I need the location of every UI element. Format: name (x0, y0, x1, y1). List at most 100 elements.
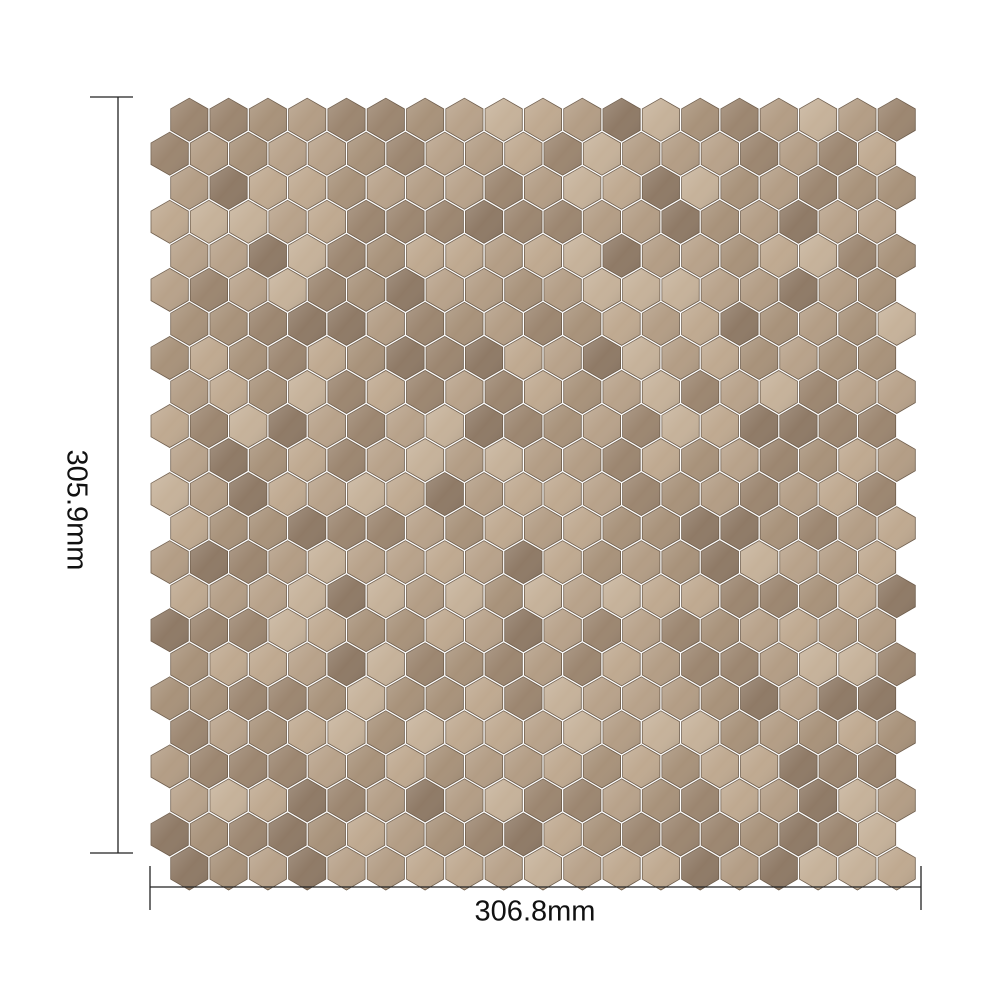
hexagon-tile-sheen (681, 847, 719, 890)
hexagon-tile-sheen (544, 608, 582, 652)
hexagon-tile-sheen (327, 370, 366, 414)
hexagon-tile-sheen (268, 268, 307, 312)
hexagon-tile-sheen (779, 200, 818, 244)
hexagon-tile-sheen (308, 608, 346, 652)
hexagon-tile-sheen (504, 200, 542, 244)
hexagon-tile-sheen (485, 234, 523, 278)
hexagon-tile-sheen (563, 847, 601, 890)
hexagon-tile-sheen (603, 778, 641, 822)
hexagon-tile-sheen (170, 438, 208, 482)
hexagon-tile-sheen (327, 778, 366, 822)
hexagon-tile-sheen (603, 574, 641, 618)
hexagon-tile-sheen (170, 302, 208, 346)
hexagon-tile-sheen (445, 234, 483, 278)
hexagon-tile-sheen (445, 642, 483, 686)
hexagon-tile-sheen (367, 166, 405, 210)
hexagon-tile-sheen (465, 813, 503, 856)
hexagon-tile-sheen (701, 608, 739, 652)
hexagon-tile-sheen (347, 132, 385, 176)
hexagon-tile-sheen (563, 98, 601, 142)
hexagon-tile-sheen (426, 813, 464, 856)
hexagon-tile-sheen (878, 710, 916, 754)
hexagon-tile-sheen (308, 200, 346, 244)
hexagon-tile-sheen (151, 744, 189, 788)
hexagon-tile-sheen (445, 847, 483, 890)
hexagon-tile-sheen (386, 200, 425, 244)
hexagon-tile-sheen (740, 268, 778, 312)
hexagon-tile-sheen (740, 744, 778, 788)
hexagon-tile-sheen (347, 336, 385, 380)
hexagon-tile-sheen (740, 540, 778, 584)
hexagon-tile-sheen (838, 302, 876, 346)
hexagon-tile-sheen (760, 166, 798, 210)
height-dimension-label: 305.9mm (60, 449, 93, 571)
hexagon-tile-sheen (760, 438, 798, 482)
hexagon-tile-sheen (661, 744, 700, 788)
hexagon-tile-sheen (504, 744, 542, 788)
hexagon-tile-sheen (426, 268, 464, 312)
hexagon-tile-sheen (190, 268, 228, 312)
hexagon-tile-sheen (288, 847, 326, 890)
hexagon-tile-sheen (838, 166, 876, 210)
hexagon-tile-sheen (249, 98, 287, 142)
hexagon-tile-sheen (878, 234, 916, 278)
hexagon-tile-sheen (858, 132, 896, 176)
hexagon-tile-sheen (544, 268, 582, 312)
hexagon-tile-sheen (504, 540, 542, 584)
hexagon-tile-sheen (386, 540, 425, 584)
hexagon-tile-sheen (622, 744, 660, 788)
hexagon-tile-sheen (563, 438, 601, 482)
hexagon-tile-sheen (367, 574, 405, 618)
hexagon-tile-sheen (524, 370, 562, 414)
hexagon-tile-sheen (445, 302, 483, 346)
hexagon-tile-sheen (268, 608, 307, 652)
hexagon-tile-sheen (622, 200, 660, 244)
hexagon-tile-sheen (347, 608, 385, 652)
hexagon-tile-sheen (426, 676, 464, 720)
hexagon-tile-sheen (327, 438, 366, 482)
hexagon-tile-sheen (740, 200, 778, 244)
hexagon-tile-sheen (426, 200, 464, 244)
hexagon-tile-sheen (701, 813, 739, 856)
hexagon-tile-sheen (524, 574, 562, 618)
hexagon-tile-sheen (249, 166, 287, 210)
hexagon-tile-sheen (229, 744, 267, 788)
hexagon-tile-sheen (367, 302, 405, 346)
hexagon-tile-sheen (426, 404, 464, 448)
hexagon-tile-sheen (151, 336, 189, 380)
hexagon-tile-sheen (583, 472, 621, 516)
hexagon-tile-sheen (603, 710, 641, 754)
hexagon-tile-sheen (151, 472, 189, 516)
hexagon-tile-sheen (878, 778, 916, 822)
hexagon-tile-sheen (210, 778, 248, 822)
hexagon-tile-sheen (838, 710, 876, 754)
hexagon-tile-sheen (229, 540, 267, 584)
hexagon-tile-sheen (524, 166, 562, 210)
hexagon-tile-sheen (347, 404, 385, 448)
hexagon-tile-sheen (308, 268, 346, 312)
height-dimension-line (90, 96, 133, 854)
hexagon-tile-sheen (544, 744, 582, 788)
hexagon-tile-sheen (642, 438, 680, 482)
hexagon-tile-sheen (524, 642, 562, 686)
hexagon-tile-sheen (720, 234, 759, 278)
hexagon-tile-sheen (406, 847, 444, 890)
hexagon-tile-sheen (406, 778, 444, 822)
hexagon-tile-sheen (249, 302, 287, 346)
hexagon-tile-sheen (406, 438, 444, 482)
hexagon-tile-sheen (151, 404, 189, 448)
hexagon-tile-sheen (544, 472, 582, 516)
hexagon-tile-sheen (308, 404, 346, 448)
hexagon-tile-sheen (504, 404, 542, 448)
hexagon-tile-sheen (406, 234, 444, 278)
hexagon-tile-sheen (779, 132, 818, 176)
hexagon-tile-sheen (563, 506, 601, 550)
hexagon-tile-sheen (386, 813, 425, 856)
hexagon-tile-sheen (622, 404, 660, 448)
hexagon-tile-sheen (603, 642, 641, 686)
hexagon-tile-sheen (563, 166, 601, 210)
hexagon-tile-sheen (661, 404, 700, 448)
hexagon-tile-sheen (760, 778, 798, 822)
hexagon-tile-sheen (347, 744, 385, 788)
